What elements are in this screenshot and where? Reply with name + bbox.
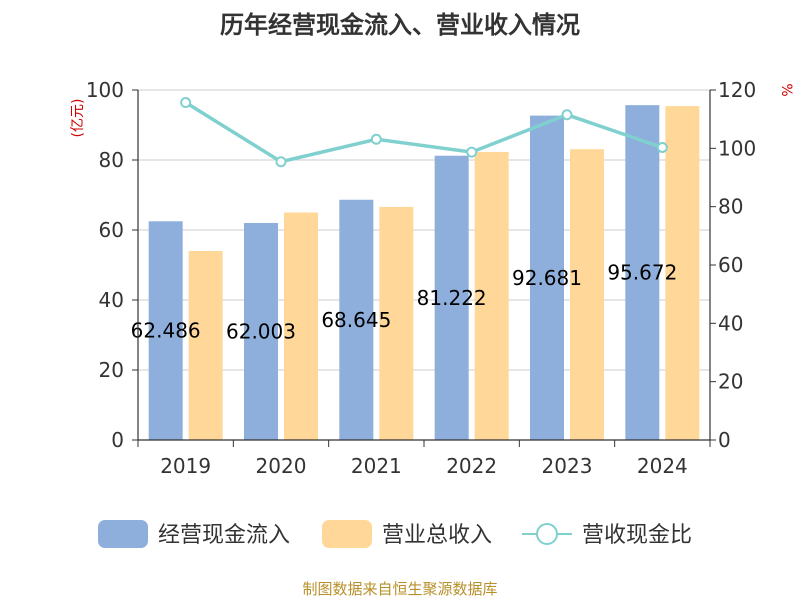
gridlines [138, 89, 710, 371]
x-tick-label: 2024 [637, 454, 688, 478]
legend-label: 经营现金流入 [158, 523, 290, 548]
bar-cash-inflow [434, 155, 469, 440]
data-label: 81.222 [417, 286, 487, 310]
source-note: 制图数据来自恒生聚源数据库 [302, 580, 497, 598]
ratio-line [180, 97, 668, 168]
data-label: 68.645 [321, 308, 391, 332]
ratio-point [275, 156, 287, 168]
y-right-tick-label: 0 [718, 428, 731, 452]
legend-label: 营收现金比 [582, 523, 692, 548]
data-label: 62.486 [131, 319, 201, 343]
y-right-unit: % [778, 83, 794, 96]
chart-title: 历年经营现金流入、营业收入情况 [220, 11, 580, 39]
axes: 0 20 40 60 80 100 0 20 40 60 80 100 120 2019 2020 2021 2… [86, 78, 756, 478]
data-label: 92.681 [512, 266, 582, 290]
x-tick-label: 2023 [542, 454, 593, 478]
bar-revenue [570, 149, 604, 440]
y-left-tick-label: 0 [111, 428, 124, 452]
x-tick-label: 2019 [160, 454, 211, 478]
bar-revenue [188, 251, 223, 440]
legend-item: 经营现金流入 [98, 520, 290, 548]
bar-cash-inflow [530, 115, 564, 440]
legend-label: 营业总收入 [382, 523, 492, 548]
legend-swatch [98, 520, 148, 548]
ratio-point [561, 109, 573, 121]
ratio-point [466, 146, 478, 158]
legend-item: 营业总收入 [322, 520, 492, 548]
bar-revenue [379, 206, 414, 440]
y-right-tick-label: 100 [718, 136, 756, 160]
legend-swatch [322, 520, 372, 548]
y-left-unit: (亿元) [70, 99, 86, 138]
ratio-point [180, 97, 192, 109]
legend-swatch-marker [536, 523, 558, 545]
data-label: 95.672 [607, 261, 677, 285]
bar-revenue [284, 212, 318, 440]
y-right-tick-label: 120 [718, 78, 756, 102]
data-labels: 62.486 62.003 68.645 81.222 92.681 95.672 [131, 261, 678, 344]
y-right-tick-label: 80 [718, 195, 743, 219]
y-right-tick-label: 60 [718, 253, 743, 277]
bar-cash-inflow [339, 199, 374, 440]
ratio-point [370, 133, 382, 145]
x-tick-label: 2021 [351, 454, 402, 478]
bar-revenue [665, 106, 700, 440]
ratio-line-path [184, 101, 663, 164]
x-tick-label: 2020 [256, 454, 307, 478]
y-right-tick-label: 40 [718, 311, 743, 335]
bar-cash-inflow [148, 221, 183, 440]
bar-revenue [474, 151, 509, 440]
y-left-tick-label: 80 [99, 148, 124, 172]
y-right-tick-label: 20 [718, 370, 743, 394]
y-left-tick-label: 20 [99, 358, 124, 382]
data-label: 62.003 [226, 319, 296, 343]
bar-cash-inflow [244, 222, 278, 440]
bars [148, 105, 700, 440]
x-tick-label: 2022 [446, 454, 497, 478]
legend-item: 营收现金比 [522, 523, 692, 548]
y-left-tick-label: 100 [86, 78, 124, 102]
y-left-tick-label: 40 [99, 288, 124, 312]
ratio-point [656, 141, 668, 153]
legend: 经营现金流入 营业总收入 营收现金比 [98, 520, 692, 548]
y-left-tick-label: 60 [99, 218, 124, 242]
bar-cash-inflow [625, 105, 660, 440]
